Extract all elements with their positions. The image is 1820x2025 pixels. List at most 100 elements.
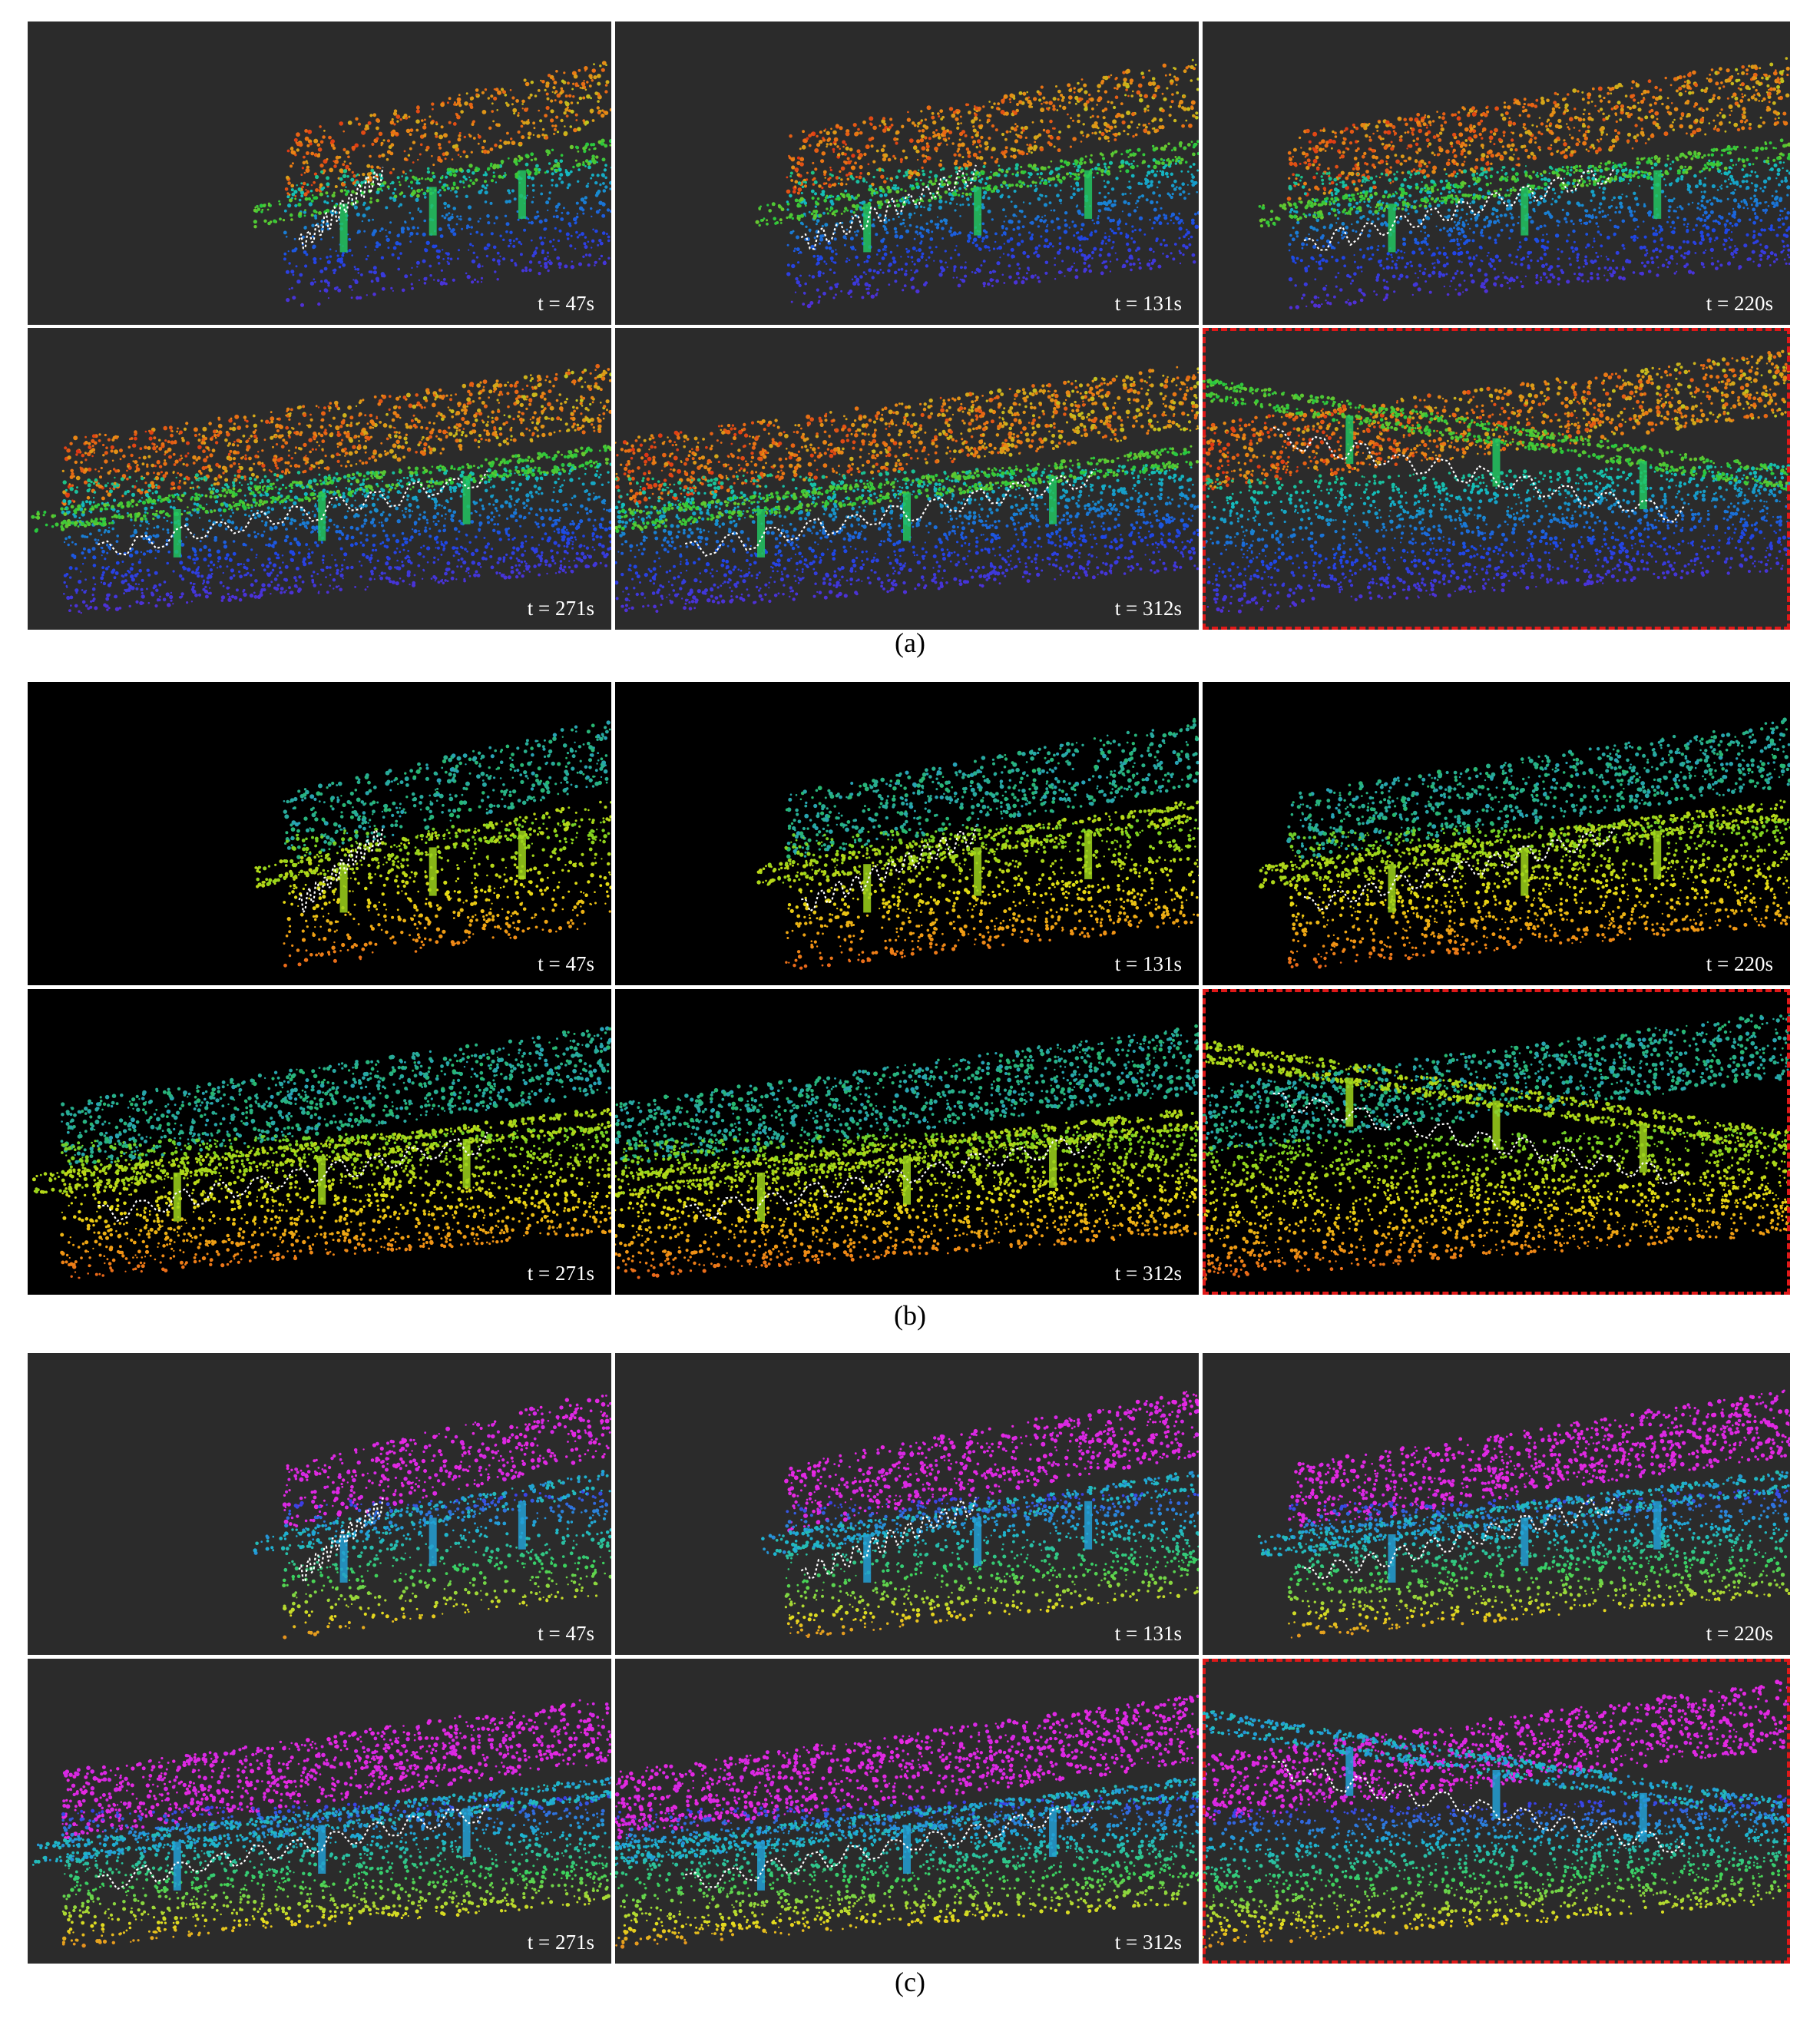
point (1312, 245, 1317, 249)
point (1438, 131, 1443, 135)
point (1540, 276, 1542, 279)
point (423, 219, 426, 223)
point (812, 254, 816, 258)
point (882, 157, 887, 162)
point (826, 280, 829, 283)
point (1130, 162, 1133, 165)
point (533, 127, 536, 130)
point (932, 120, 937, 125)
point (802, 291, 806, 295)
point (879, 185, 883, 190)
point (372, 266, 377, 270)
point (1037, 133, 1042, 137)
point (1083, 253, 1087, 258)
trajectory-path (298, 167, 384, 250)
point (509, 230, 513, 234)
point (1557, 118, 1562, 123)
point (938, 115, 941, 117)
point (528, 268, 532, 273)
point (553, 133, 556, 135)
point (589, 76, 593, 80)
point (1039, 218, 1043, 223)
point (437, 143, 442, 147)
point (1091, 132, 1094, 134)
point (1438, 116, 1441, 119)
point (1739, 119, 1744, 124)
point (1126, 111, 1131, 115)
point (986, 121, 989, 124)
point (825, 263, 828, 265)
point (376, 190, 380, 194)
point (423, 123, 426, 126)
point (957, 143, 962, 147)
point (845, 260, 848, 263)
point (1554, 139, 1558, 144)
point (502, 238, 505, 241)
point (805, 225, 808, 228)
point (973, 128, 977, 133)
point (1140, 71, 1144, 75)
point (1339, 157, 1342, 159)
point (991, 284, 994, 287)
point (1607, 114, 1610, 117)
point (1148, 69, 1151, 72)
point (451, 213, 454, 216)
point (1063, 160, 1067, 164)
point (475, 178, 478, 182)
point (284, 187, 289, 191)
point (1162, 253, 1164, 255)
point (875, 190, 879, 194)
point (1379, 263, 1383, 267)
point (436, 255, 441, 260)
point (1174, 216, 1179, 220)
point (507, 244, 511, 248)
point (452, 278, 455, 282)
point (1071, 247, 1076, 251)
point (845, 174, 849, 177)
point (1452, 148, 1456, 152)
trajectory-path (800, 164, 977, 250)
point (1406, 147, 1408, 150)
point (1348, 194, 1351, 197)
point (1191, 175, 1195, 179)
point (973, 237, 978, 242)
point (1518, 103, 1521, 106)
point (1601, 180, 1604, 183)
point (1474, 216, 1479, 220)
point (1439, 179, 1444, 184)
point (801, 144, 806, 150)
point (922, 228, 925, 231)
point (1521, 145, 1524, 149)
point (1076, 187, 1080, 192)
point (1454, 113, 1457, 117)
point (865, 287, 869, 290)
point (1670, 246, 1675, 250)
point (825, 246, 829, 250)
point (1489, 140, 1492, 143)
point (1047, 223, 1049, 226)
point (1107, 101, 1110, 104)
point (854, 275, 857, 279)
point (526, 194, 528, 197)
point (820, 159, 825, 164)
point (1347, 299, 1349, 301)
point (498, 263, 501, 266)
point (591, 215, 593, 218)
point (1682, 84, 1686, 88)
point (1024, 97, 1029, 101)
point (1399, 162, 1403, 166)
point (826, 143, 829, 146)
point (921, 129, 925, 133)
point (309, 142, 313, 146)
point (1170, 172, 1173, 176)
point (984, 186, 988, 190)
point (498, 144, 503, 149)
point (297, 202, 302, 207)
point (865, 181, 868, 184)
point (1056, 194, 1060, 198)
point (1315, 218, 1320, 223)
point (1490, 162, 1493, 165)
point (296, 148, 299, 152)
point (1094, 166, 1098, 170)
point (538, 167, 541, 172)
